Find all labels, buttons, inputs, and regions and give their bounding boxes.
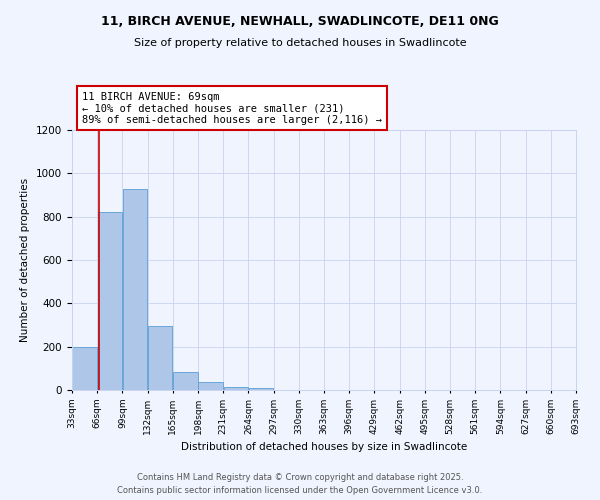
Text: Contains HM Land Registry data © Crown copyright and database right 2025.: Contains HM Land Registry data © Crown c…: [137, 474, 463, 482]
Bar: [148, 326, 172, 390]
X-axis label: Distribution of detached houses by size in Swadlincote: Distribution of detached houses by size …: [181, 442, 467, 452]
Text: 11 BIRCH AVENUE: 69sqm
← 10% of detached houses are smaller (231)
89% of semi-de: 11 BIRCH AVENUE: 69sqm ← 10% of detached…: [82, 92, 382, 125]
Bar: [224, 387, 248, 390]
Text: Contains public sector information licensed under the Open Government Licence v3: Contains public sector information licen…: [118, 486, 482, 495]
Bar: [73, 348, 97, 390]
Text: Size of property relative to detached houses in Swadlincote: Size of property relative to detached ho…: [134, 38, 466, 48]
Bar: [173, 372, 197, 390]
Bar: [123, 188, 147, 390]
Bar: [249, 388, 273, 390]
Bar: [199, 382, 223, 390]
Bar: [98, 212, 122, 390]
Y-axis label: Number of detached properties: Number of detached properties: [20, 178, 31, 342]
Text: 11, BIRCH AVENUE, NEWHALL, SWADLINCOTE, DE11 0NG: 11, BIRCH AVENUE, NEWHALL, SWADLINCOTE, …: [101, 15, 499, 28]
